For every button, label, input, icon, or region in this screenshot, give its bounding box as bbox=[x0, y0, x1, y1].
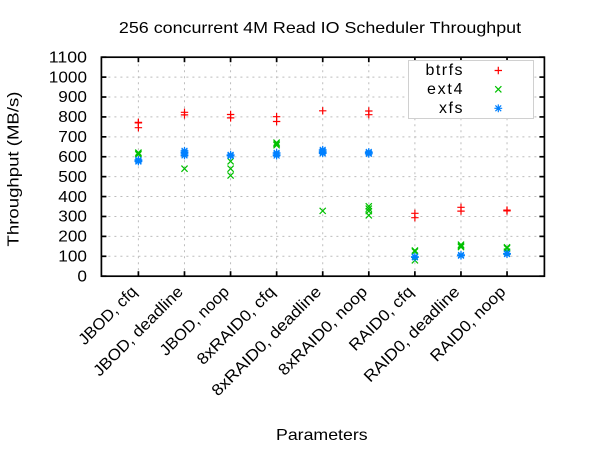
svg-text:btrfs: btrfs bbox=[426, 62, 463, 79]
svg-text:1100: 1100 bbox=[49, 49, 87, 66]
svg-text:xfs: xfs bbox=[439, 100, 463, 117]
svg-text:500: 500 bbox=[58, 169, 87, 186]
svg-text:Throughput (MB/s): Throughput (MB/s) bbox=[6, 92, 23, 247]
svg-text:1000: 1000 bbox=[49, 69, 87, 86]
svg-text:200: 200 bbox=[58, 229, 87, 246]
svg-text:0: 0 bbox=[77, 268, 87, 285]
svg-text:700: 700 bbox=[58, 129, 87, 146]
svg-text:ext4: ext4 bbox=[427, 81, 463, 98]
svg-text:400: 400 bbox=[58, 189, 87, 206]
svg-text:600: 600 bbox=[58, 149, 87, 166]
svg-text:Parameters: Parameters bbox=[276, 427, 368, 444]
svg-text:300: 300 bbox=[58, 209, 87, 226]
svg-text:256 concurrent 4M Read IO Sche: 256 concurrent 4M Read IO Scheduler Thro… bbox=[119, 20, 522, 37]
svg-text:100: 100 bbox=[58, 249, 87, 266]
svg-text:800: 800 bbox=[58, 109, 87, 126]
svg-text:900: 900 bbox=[58, 89, 87, 106]
